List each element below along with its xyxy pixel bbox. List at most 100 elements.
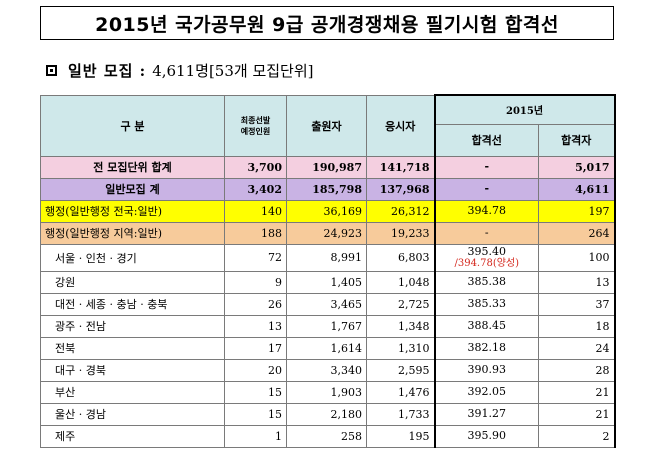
cutoff-cell: 392.05	[433, 380, 539, 404]
row-label: 부산	[40, 380, 225, 404]
planned-cell: 9	[224, 270, 287, 294]
row-label: 전북	[40, 336, 225, 360]
section-subtitle: 일반 모집 : 4,611명 [53개 모집단위]	[46, 58, 314, 82]
cutoff-cell: 395.90	[433, 424, 539, 448]
cutoff-cell: 395.40/394.78(양성)	[433, 243, 539, 272]
applicants-cell: 1,903	[286, 380, 367, 404]
examinees-cell: 141,718	[366, 155, 435, 179]
cutoff-alt-value: /394.78(양성)	[454, 257, 520, 269]
table-row: 부산 15 1,903 1,476 392.05 21	[40, 380, 616, 404]
planned-cell: 26	[224, 292, 287, 316]
subtitle-count: 4,611명	[152, 61, 209, 80]
applicants-cell: 1,405	[286, 270, 367, 294]
passers-cell: 13	[537, 270, 616, 294]
table-row: 대전 · 세종 · 충남 · 충북 26 3,465 2,725 385.33 37	[40, 292, 616, 316]
row-label: 광주 · 전남	[40, 314, 225, 338]
applicants-cell: 1,614	[286, 336, 367, 360]
passers-cell: 4,611	[537, 177, 616, 201]
passers-cell: 100	[537, 243, 616, 272]
applicants-cell: 190,987	[286, 155, 367, 179]
applicants-cell: 36,169	[286, 199, 367, 223]
planned-cell: 17	[224, 336, 287, 360]
header-planned-text: 최종선발 예정인원	[240, 114, 271, 136]
examinees-cell: 1,733	[366, 402, 435, 426]
examinees-cell: 137,968	[366, 177, 435, 201]
examinees-cell: 2,725	[366, 292, 435, 316]
cutoff-value: 382.18	[467, 341, 507, 354]
cutoff-value: 390.93	[467, 363, 507, 376]
cutoff-value: 385.38	[467, 275, 507, 288]
examinees-cell: 1,348	[366, 314, 435, 338]
applicants-cell: 258	[286, 424, 367, 448]
cutoff-cell: -	[433, 155, 539, 179]
examinees-cell: 1,310	[366, 336, 435, 360]
header-applicants: 출원자	[286, 94, 367, 157]
header-cutoff: 합격선	[433, 123, 539, 157]
row-label: 전 모집단위 합계	[40, 155, 225, 179]
cutoff-cell: 390.93	[433, 358, 539, 382]
cutoff-value: 395.40	[467, 244, 507, 258]
planned-cell: 3,700	[224, 155, 287, 179]
examinees-cell: 1,476	[366, 380, 435, 404]
header-category: 구 분	[40, 94, 225, 157]
header-planned: 최종선발 예정인원	[224, 94, 287, 157]
passers-cell: 2	[537, 424, 616, 448]
cutoff-cell: 391.27	[433, 402, 539, 426]
examinees-cell: 195	[366, 424, 435, 448]
applicants-cell: 185,798	[286, 177, 367, 201]
passers-cell: 264	[537, 221, 616, 245]
cutoff-cell: 385.38	[433, 270, 539, 294]
row-label: 행정(일반행정 전국:일반)	[40, 199, 225, 223]
table-row: 강원 9 1,405 1,048 385.38 13	[40, 270, 616, 294]
table-body: 전 모집단위 합계 3,700 190,987 141,718-5,017 일반모집 계…	[40, 155, 616, 448]
cutoff-cell: 385.33	[433, 292, 539, 316]
cutoff-cell: 382.18	[433, 336, 539, 360]
examinees-cell: 1,048	[366, 270, 435, 294]
passers-cell: 37	[537, 292, 616, 316]
applicants-cell: 24,923	[286, 221, 367, 245]
page-title: 2015년 국가공무원 9급 공개경쟁채용 필기시험 합격선	[40, 6, 614, 40]
applicants-cell: 3,465	[286, 292, 367, 316]
passers-cell: 18	[537, 314, 616, 338]
planned-cell: 13	[224, 314, 287, 338]
header-passers: 합격자	[537, 123, 616, 157]
cutoff-value: 385.33	[467, 297, 507, 310]
table-row: 제주 1 258 195 395.90 2	[40, 424, 616, 448]
cutoff-cell: 388.45	[433, 314, 539, 338]
table-row: 대구 · 경북 20 3,340 2,595 390.93 28	[40, 358, 616, 382]
page-title-text: 2015년 국가공무원 9급 공개경쟁채용 필기시험 합격선	[95, 13, 559, 36]
table-row: 광주 · 전남 13 1,767 1,348 388.45 18	[40, 314, 616, 338]
planned-cell: 3,402	[224, 177, 287, 201]
cutoff-cell: -	[433, 221, 539, 245]
cutoff-value: -	[484, 226, 489, 239]
row-label: 강원	[40, 270, 225, 294]
table-row: 서울 · 인천 · 경기 72 8,991 6,803 395.40/394.78(양성…	[40, 243, 616, 272]
subtitle-prefix: 일반 모집 :	[68, 61, 147, 80]
table-row: 울산 · 경남 15 2,180 1,733 391.27 21	[40, 402, 616, 426]
table-row: 행정(일반행정 지역:일반) 188 24,923 19,233 - 264	[40, 221, 616, 245]
row-label: 서울 · 인천 · 경기	[40, 243, 225, 272]
planned-cell: 20	[224, 358, 287, 382]
planned-cell: 140	[224, 199, 287, 223]
row-label: 울산 · 경남	[40, 402, 225, 426]
passers-cell: 24	[537, 336, 616, 360]
examinees-cell: 19,233	[366, 221, 435, 245]
cutoff-value: -	[484, 182, 490, 195]
applicants-cell: 1,767	[286, 314, 367, 338]
cutoff-value: -	[484, 160, 490, 173]
planned-cell: 15	[224, 402, 287, 426]
planned-cell: 1	[224, 424, 287, 448]
planned-cell: 15	[224, 380, 287, 404]
cutoff-value: 394.78	[467, 204, 507, 217]
passers-cell: 5,017	[537, 155, 616, 179]
cutoff-value: 388.45	[467, 319, 507, 332]
row-label: 제주	[40, 424, 225, 448]
header-year: 2015년	[433, 94, 616, 125]
subtitle-units: [53개 모집단위]	[208, 61, 314, 80]
examinees-cell: 6,803	[366, 243, 435, 272]
header-examinees: 응시자	[366, 94, 435, 157]
cutoff-value: 391.27	[467, 407, 507, 420]
planned-cell: 72	[224, 243, 287, 272]
row-label: 대전 · 세종 · 충남 · 충북	[40, 292, 225, 316]
cutoff-cell: -	[433, 177, 539, 201]
